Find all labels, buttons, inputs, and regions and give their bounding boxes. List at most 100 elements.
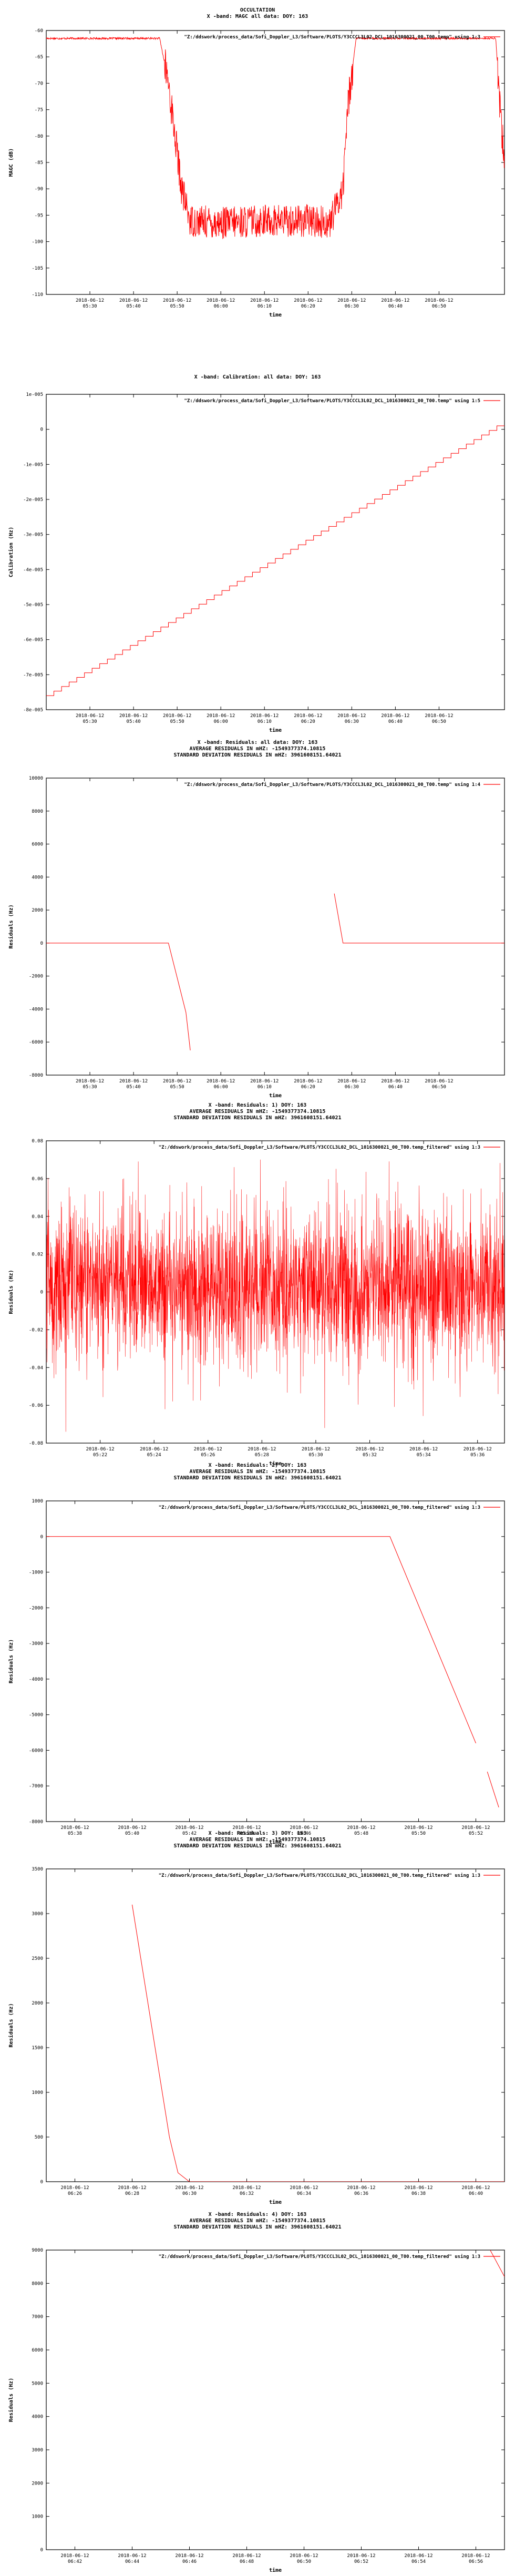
x-tick-label: 06:20 [301,1085,315,1090]
y-tick-label: -95 [35,213,43,218]
y-tick-label: -5000 [29,1713,43,1718]
series-line-1 [46,425,504,696]
x-tick-label: 06:46 [182,2559,197,2564]
x-tick-label: 2018-06-12 [250,298,279,303]
x-tick-label: 06:30 [345,719,359,724]
x-tick-label: 2018-06-12 [347,1825,375,1831]
x-tick-label: 06:28 [125,2191,139,2196]
y-tick-label: 8000 [32,809,43,814]
y-tick-label: 0.04 [32,1214,43,1220]
x-tick-label: 2018-06-12 [302,1447,330,1452]
x-tick-label: 2018-06-12 [163,1079,191,1084]
x-tick-label: 2018-06-12 [207,1079,235,1084]
series-line-1 [46,1159,504,1432]
x-tick-label: 05:34 [417,1453,431,1458]
chart-title-line: X -band: Residuals: 3) DOY: 163 [209,1830,307,1836]
y-tick-label: -8e-005 [23,708,43,713]
x-tick-label: 2018-06-12 [207,298,235,303]
x-tick-label: 06:40 [388,719,403,724]
y-tick-label: 2500 [32,1956,43,1961]
y-axis-label: Residuals (Hz) [8,2003,14,2047]
plot-frame [46,778,505,1076]
y-tick-label: -6e-005 [23,638,43,643]
y-tick-label: -4000 [29,1007,43,1012]
x-tick-label: 05:30 [83,304,97,309]
y-tick-label: 6000 [32,842,43,847]
x-tick-label: 05:40 [125,1831,139,1836]
x-tick-label: 05:28 [255,1453,269,1458]
series-line-1 [46,36,504,239]
chart-title-line: X -band: Calibration: all data: DOY: 163 [194,374,321,380]
y-tick-label: 2000 [32,2481,43,2486]
plot-frame [46,30,505,295]
x-tick-label: 05:50 [170,719,184,724]
y-tick-label: 500 [35,2135,43,2140]
x-tick-label: 05:36 [470,1453,485,1458]
x-tick-label: 2018-06-12 [347,2553,375,2559]
plot-frame [46,1500,505,1822]
x-tick-label: 05:50 [170,1085,184,1090]
x-tick-label: 06:56 [469,2559,483,2564]
x-tick-label: 2018-06-12 [118,2185,146,2191]
x-tick-label: 2018-06-12 [207,713,235,719]
plot-area [490,2250,504,2277]
x-tick-label: 2018-06-12 [464,1447,492,1452]
x-tick-label: 2018-06-12 [232,1825,261,1831]
y-tick-label: 0 [40,2548,43,2553]
chart-title-line: STANDARD DEVIATION RESIDUALS IN mHZ: 396… [173,752,341,758]
y-tick-label: 2000 [32,908,43,913]
x-tick-label: 06:10 [258,1085,272,1090]
plot-frame [46,394,505,710]
y-tick-label: 2000 [32,2001,43,2006]
x-axis-label: time [269,2567,282,2573]
y-tick-label: 4000 [32,875,43,880]
x-tick-label: 2018-06-12 [355,1447,384,1452]
x-tick-label: 2018-06-12 [347,2185,375,2191]
x-tick-label: 2018-06-12 [381,713,409,719]
chart-title-line: X -band: Residuals: 2) DOY: 163 [209,1462,307,1468]
x-tick-label: 05:24 [147,1453,161,1458]
x-tick-label: 05:30 [83,719,97,724]
y-tick-label: 0 [40,1535,43,1540]
series-line-1 [46,1536,476,1744]
x-tick-label: 2018-06-12 [60,2185,89,2191]
plot-area [46,893,504,1050]
y-tick-label: 0.08 [32,1139,43,1144]
x-tick-label: 2018-06-12 [250,713,279,719]
x-tick-label: 2018-06-12 [119,713,148,719]
x-tick-label: 06:26 [68,2191,82,2196]
y-tick-label: 0 [40,941,43,946]
y-tick-label: 9000 [32,2248,43,2253]
x-tick-label: 2018-06-12 [118,2553,146,2559]
x-tick-label: 05:46 [297,1831,311,1836]
x-tick-label: 06:50 [432,1085,446,1090]
plot-frame [46,2250,505,2550]
y-tick-label: 0 [40,427,43,433]
y-tick-label: -3e-005 [23,533,43,538]
y-tick-label: 1000 [32,2090,43,2095]
x-tick-label: 2018-06-12 [76,1079,104,1084]
y-axis-label: MAGC (dB) [8,148,14,177]
y-axis-label: Residuals (Hz) [8,1270,14,1314]
y-tick-label: 10000 [29,776,43,781]
x-tick-label: 05:38 [68,1831,82,1836]
x-tick-label: 06:50 [432,304,446,309]
x-tick-label: 05:40 [127,719,141,724]
x-tick-label: 2018-06-12 [294,298,322,303]
x-tick-label: 06:20 [301,719,315,724]
chart-title-line: X -band: Residuals: all data: DOY: 163 [198,739,318,745]
legend-entry: "Z:/ddswork/process_data/Sofi_Doppler_L3… [184,34,480,40]
y-tick-label: -1000 [29,1570,43,1576]
x-tick-label: 2018-06-12 [163,298,191,303]
x-tick-label: 05:52 [469,1831,483,1836]
chart-title-line: AVERAGE RESIDUALS IN mHZ: -1549377374.10… [190,2218,326,2224]
y-tick-label: 1500 [32,2046,43,2051]
plot-frame [46,1868,505,2182]
y-tick-label: -1e-005 [23,462,43,467]
y-tick-label: 1e-005 [26,392,43,397]
x-tick-label: 2018-06-12 [175,1825,203,1831]
x-tick-label: 06:50 [432,719,446,724]
